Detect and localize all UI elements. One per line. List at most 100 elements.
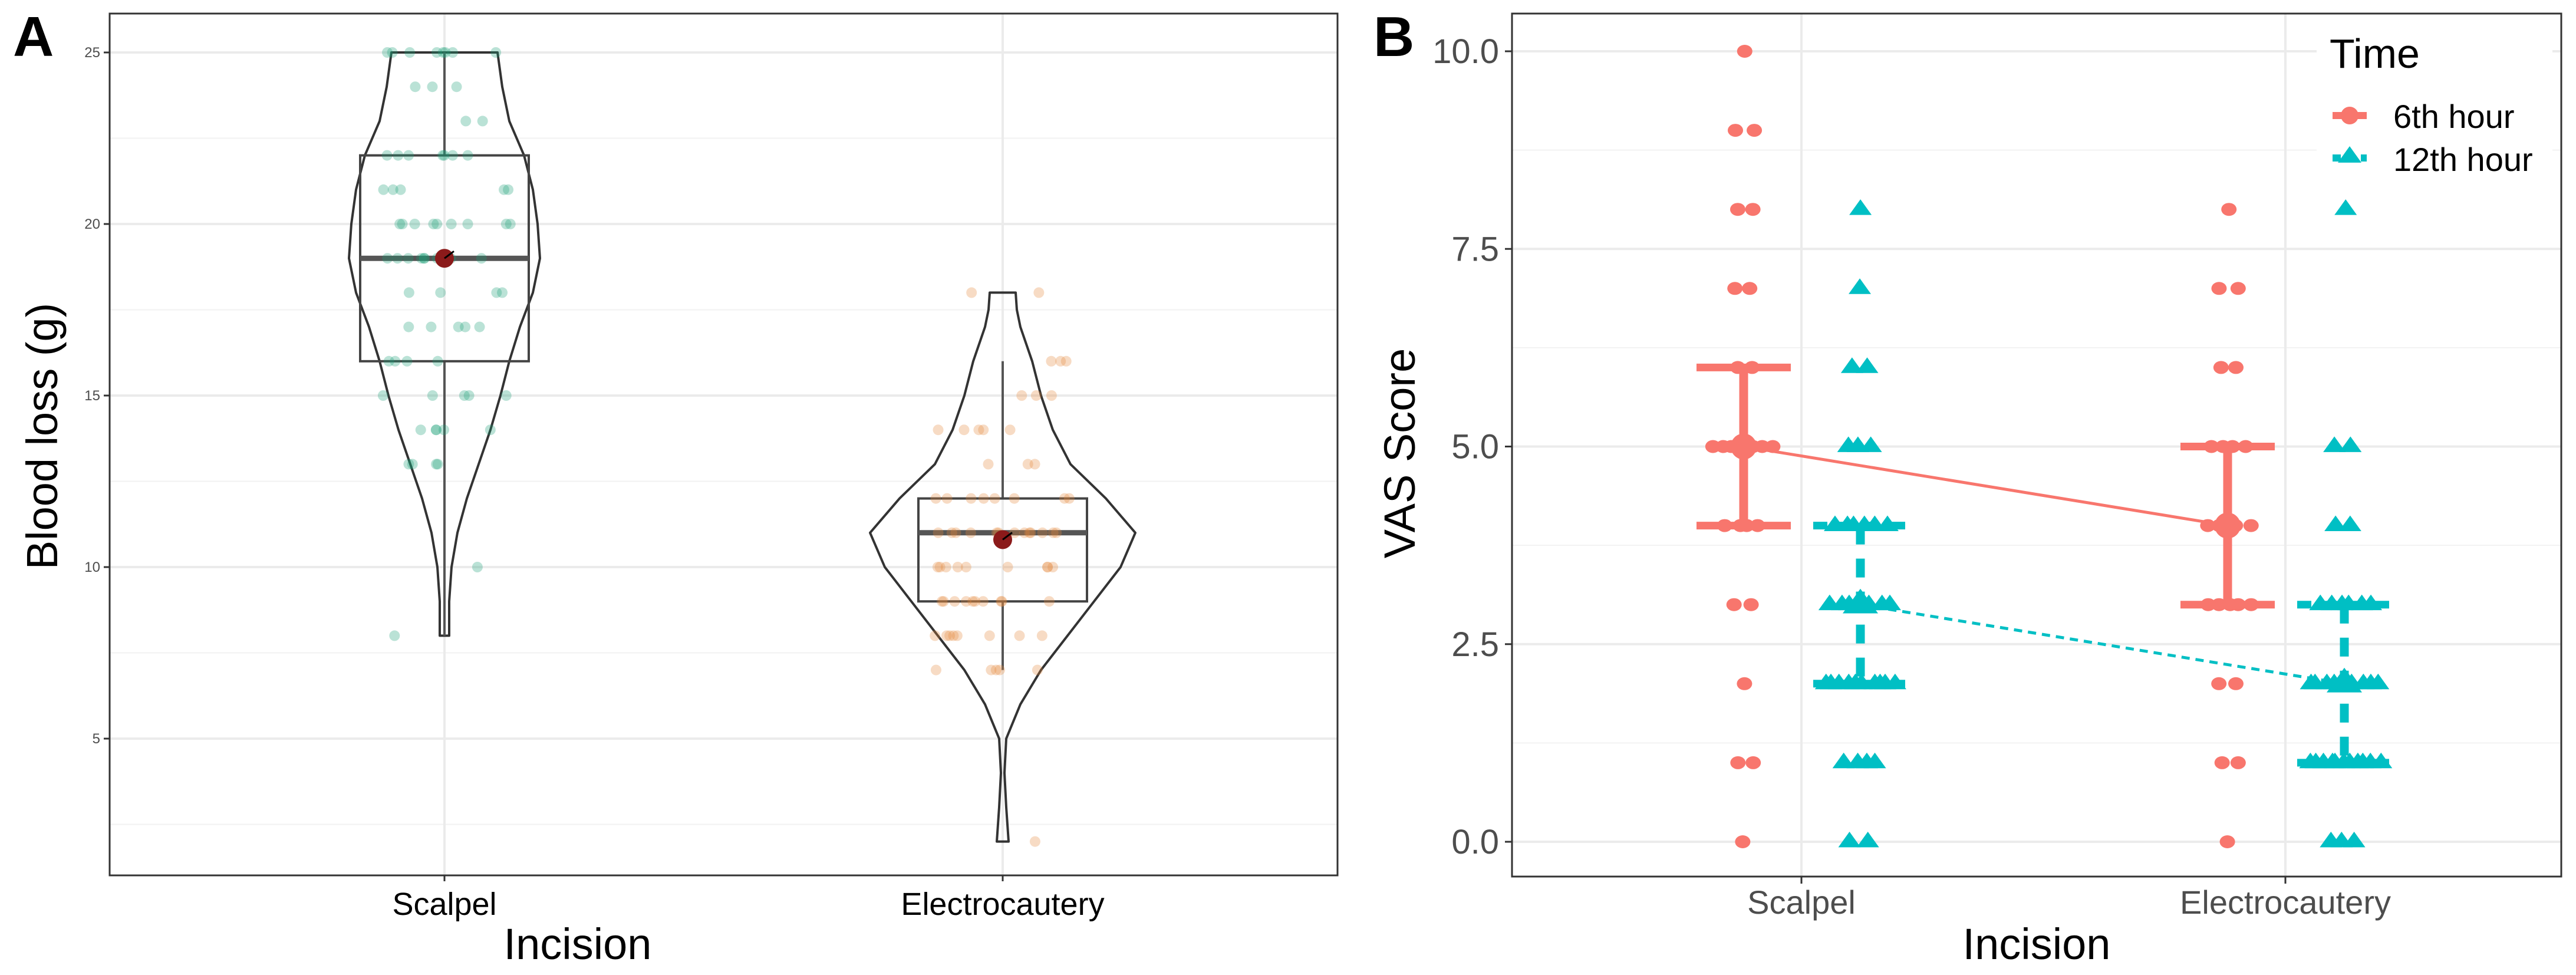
data-point [490, 47, 502, 58]
data-point [952, 562, 963, 572]
data-point [958, 424, 970, 436]
data-point [383, 355, 394, 367]
y-tick-label: 5.0 [1451, 428, 1499, 466]
y-tick-label: 10 [84, 559, 100, 575]
data-point-12th-hour [2370, 752, 2393, 769]
panel-a-y-axis: 5 10 15 20 25 [84, 45, 110, 747]
panel-a-grid [110, 14, 1338, 875]
data-point [403, 459, 414, 470]
data-point [1009, 527, 1020, 538]
data-point-12th-hour [2334, 199, 2357, 215]
data-point [1055, 355, 1066, 367]
data-point [460, 116, 472, 127]
panel-a-violins [348, 51, 1137, 843]
data-point [505, 219, 516, 229]
data-point-6th-hour [1717, 519, 1732, 532]
data-point [432, 459, 443, 470]
data-point-6th-hour [1727, 124, 1743, 137]
data-point [1036, 630, 1047, 641]
data-point-6th-hour [1730, 361, 1746, 374]
data-point-6th-hour [2201, 598, 2216, 611]
data-point [419, 253, 430, 264]
data-point-12th-hour [1859, 436, 1882, 452]
data-point [431, 47, 442, 58]
data-point-6th-hour [2243, 519, 2259, 532]
box-electrocautery [917, 497, 1088, 603]
data-point [477, 116, 488, 127]
data-point [437, 150, 449, 161]
data-point [1009, 493, 1020, 504]
data-point [377, 390, 388, 401]
data-point-12th-hour [2360, 594, 2383, 611]
data-point-6th-hour [1735, 835, 1751, 848]
data-point [1002, 562, 1013, 572]
data-point [1030, 390, 1042, 401]
data-point [462, 219, 473, 229]
data-point [966, 493, 977, 504]
data-point-6th-hour [1745, 203, 1761, 216]
data-point [395, 184, 406, 195]
data-point [389, 630, 400, 641]
y-tick-label: 7.5 [1451, 230, 1499, 268]
legend-key-circle-icon [2341, 107, 2358, 124]
data-point-6th-hour [1765, 440, 1781, 453]
data-point [970, 596, 981, 607]
data-point [960, 596, 971, 607]
data-point [986, 664, 997, 676]
data-point [990, 664, 1002, 676]
median-point-12th-hour [2327, 667, 2362, 693]
data-point [1004, 424, 1016, 436]
data-point [973, 424, 984, 436]
data-point [500, 219, 512, 229]
data-point [930, 630, 941, 641]
data-point [977, 596, 989, 607]
data-point [503, 184, 514, 195]
data-point-12th-hour [1856, 357, 1879, 373]
data-point [393, 150, 404, 161]
data-point-6th-hour [1754, 440, 1770, 453]
data-point [474, 321, 485, 332]
data-point [930, 493, 941, 504]
y-tick-label: 10.0 [1432, 32, 1499, 71]
data-point [1037, 527, 1048, 538]
data-point-12th-hour [1838, 831, 1861, 848]
data-point-6th-hour [2213, 361, 2229, 374]
data-point [996, 596, 1007, 607]
data-point [439, 150, 450, 161]
data-point [459, 390, 470, 401]
data-point [967, 596, 979, 607]
y-tick-label: 2.5 [1451, 625, 1499, 664]
data-point [1042, 562, 1053, 572]
panel-label-a: A [13, 5, 54, 68]
data-point [984, 630, 995, 641]
data-point-6th-hour [1743, 598, 1759, 611]
data-point [934, 562, 946, 572]
y-tick-label: 15 [84, 388, 100, 404]
data-point [446, 219, 457, 229]
panel-a-boxes [359, 52, 1088, 670]
panel-b-y-axis: 0.0 2.5 5.0 7.5 10.0 [1432, 32, 1512, 861]
data-point [463, 390, 475, 401]
data-point [410, 81, 421, 93]
data-point [447, 150, 458, 161]
data-point [930, 664, 941, 676]
data-point [994, 664, 1005, 676]
x-tick-label: Electrocautery [2180, 884, 2391, 921]
data-point [944, 630, 956, 641]
x-tick-label: Electrocautery [901, 887, 1104, 922]
data-point [392, 253, 403, 264]
data-point [932, 562, 943, 572]
data-point [476, 253, 487, 264]
data-point [381, 150, 393, 161]
data-point [946, 527, 957, 538]
data-point-12th-hour [2323, 436, 2346, 452]
data-point [431, 459, 442, 470]
data-point-12th-hour [1849, 199, 1872, 215]
data-point-12th-hour [2339, 436, 2362, 452]
median-point-6th-hour [2215, 512, 2241, 539]
data-point [390, 355, 401, 367]
data-point [1047, 562, 1059, 572]
data-point-6th-hour [2228, 677, 2244, 690]
data-point-6th-hour [1730, 203, 1745, 216]
data-point-6th-hour [2228, 361, 2244, 374]
